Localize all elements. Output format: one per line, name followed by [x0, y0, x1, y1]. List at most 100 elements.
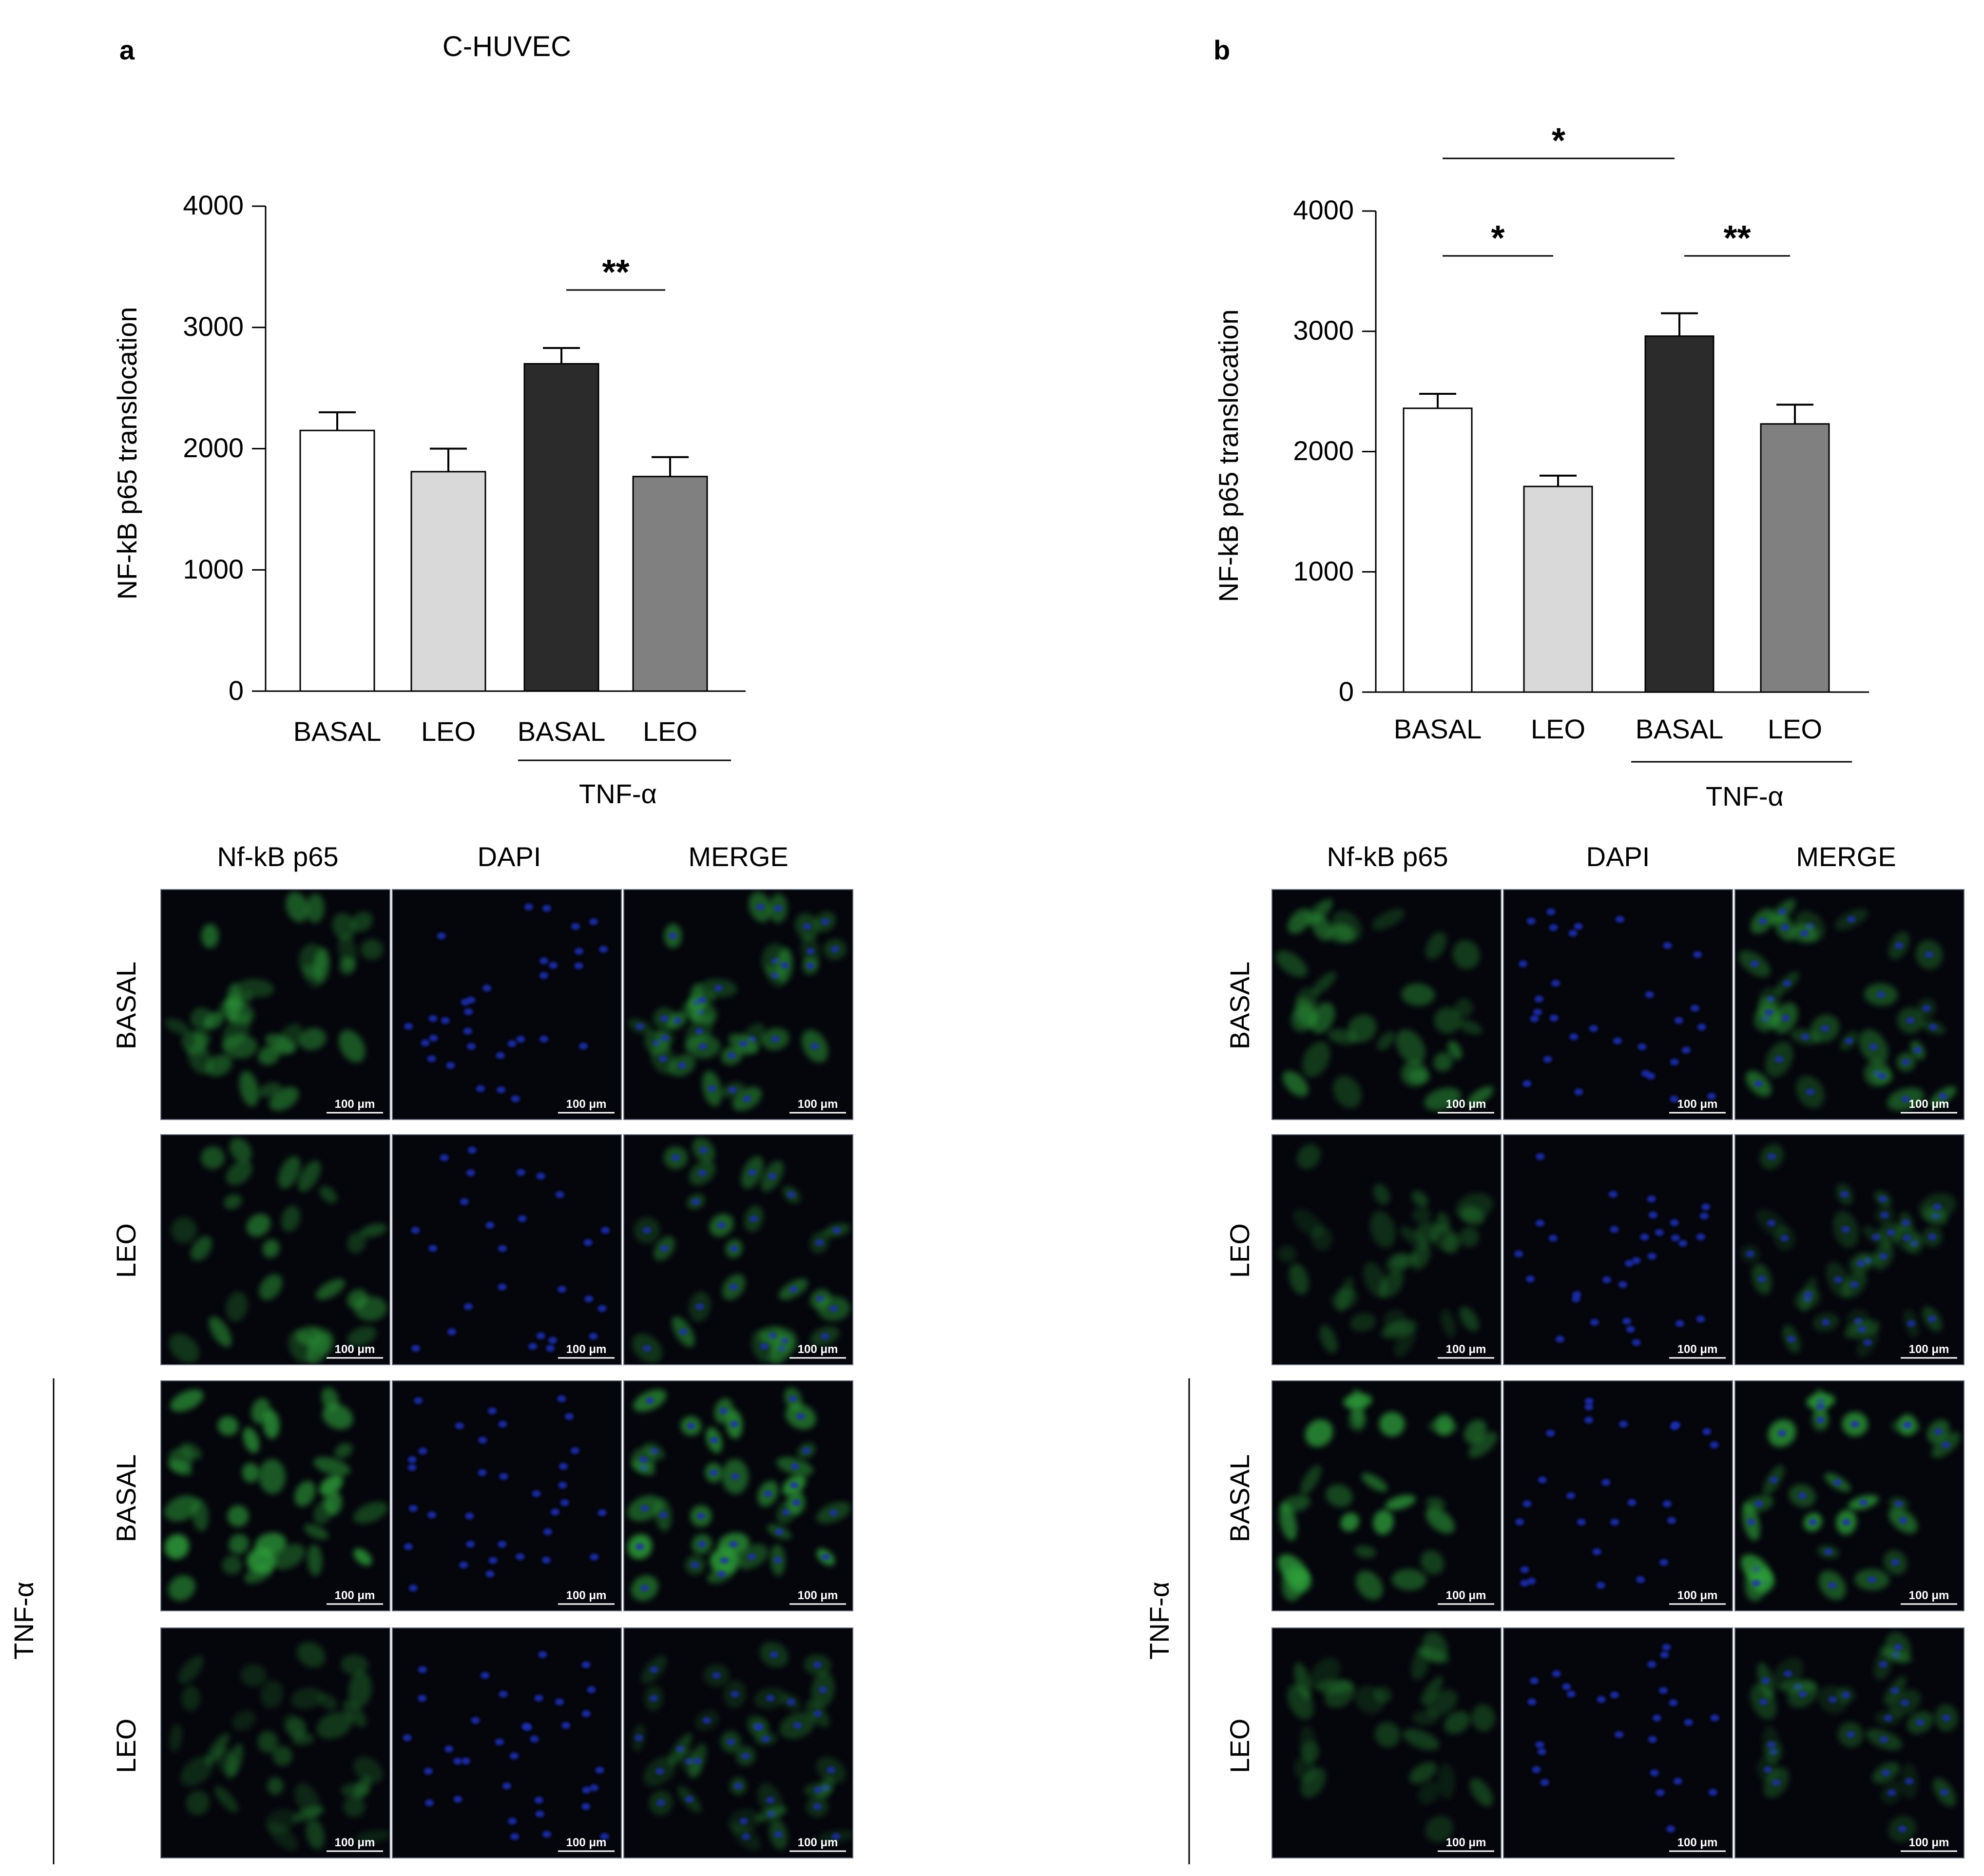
nfkb-cell [347, 1326, 377, 1347]
nfkb-cell [226, 1291, 248, 1322]
dapi-nucleus [733, 1782, 743, 1790]
dapi-nucleus [539, 1035, 549, 1043]
nfkb-cell [1420, 1676, 1444, 1705]
nfkb-cell [290, 1687, 324, 1709]
grid-a-row-tnf-basal: BASAL [111, 1454, 141, 1543]
dapi-nucleus [549, 962, 558, 969]
dapi-nucleus [1596, 1582, 1605, 1589]
nfkb-cell [1411, 1207, 1432, 1223]
dapi-nucleus [691, 1198, 700, 1205]
dapi-nucleus [697, 1541, 707, 1548]
nfkb-cell [1458, 1020, 1483, 1035]
dapi-nucleus [471, 1717, 480, 1724]
dapi-nucleus [1663, 942, 1672, 949]
dapi-nucleus [597, 1305, 607, 1312]
dapi-nucleus [1673, 1778, 1682, 1785]
dapi-nucleus [1898, 1825, 1907, 1833]
dapi-nucleus [1906, 1017, 1915, 1024]
dapi-nucleus [1592, 1548, 1601, 1555]
chart-a-ytick-2000: 2000 [183, 432, 244, 463]
dapi-nucleus [1645, 991, 1654, 998]
dapi-nucleus [1754, 1500, 1763, 1508]
dapi-nucleus [1780, 924, 1790, 931]
dapi-nucleus [1752, 1580, 1761, 1587]
dapi-nucleus [771, 1035, 780, 1043]
dapi-nucleus [1893, 1644, 1903, 1651]
dapi-nucleus [1530, 1015, 1539, 1023]
dapi-nucleus [557, 1286, 566, 1293]
grid-a-row-leo: LEO [111, 1223, 141, 1278]
chart-b-ytick-2000: 2000 [1293, 435, 1354, 466]
dapi-nucleus [583, 1239, 593, 1246]
dapi-nucleus [1534, 995, 1543, 1003]
dapi-nucleus [532, 1490, 541, 1497]
dapi-nucleus [1543, 1056, 1552, 1063]
nfkb-cell [1311, 1225, 1332, 1251]
nfkb-cell [1400, 1226, 1426, 1248]
nfkb-cell [243, 1427, 260, 1453]
dapi-nucleus [1800, 929, 1809, 937]
scale-bar-label: 100 μm [335, 1098, 375, 1111]
dapi-nucleus [1765, 1008, 1774, 1016]
dapi-nucleus [1903, 1421, 1912, 1429]
dapi-nucleus [1900, 1699, 1909, 1706]
dapi-nucleus [1841, 1691, 1850, 1699]
nfkb-cell [313, 1457, 350, 1476]
micrograph-background [392, 1135, 621, 1365]
dapi-nucleus [1940, 1789, 1949, 1796]
dapi-nucleus [1880, 1211, 1889, 1218]
micrograph-border [1271, 1380, 1502, 1611]
chart-b-bar-3 [1760, 423, 1830, 693]
grid-a-tile-r2-c0: 100 μm [160, 1380, 390, 1611]
dapi-nucleus [511, 1095, 520, 1102]
scale-bar-label: 100 μm [1909, 1836, 1949, 1849]
dapi-nucleus [453, 1758, 462, 1765]
dapi-nucleus [1774, 1056, 1784, 1063]
dapi-nucleus [782, 1509, 791, 1516]
nfkb-cell [262, 1239, 280, 1258]
dapi-nucleus [571, 923, 580, 930]
dapi-nucleus [1656, 1789, 1665, 1797]
dapi-nucleus [1610, 1519, 1619, 1526]
grid-a-row-tnf-leo: LEO [111, 1719, 141, 1773]
dapi-nucleus [1520, 1580, 1529, 1587]
dapi-nucleus [429, 1034, 438, 1042]
dapi-nucleus [1797, 1492, 1807, 1499]
dapi-nucleus [709, 1469, 718, 1476]
dapi-nucleus [806, 962, 815, 969]
dapi-nucleus [508, 1818, 517, 1825]
dapi-nucleus [542, 1831, 552, 1838]
nfkb-cell [1350, 1313, 1376, 1332]
dapi-nucleus [599, 946, 608, 953]
nfkb-cell [343, 1796, 366, 1818]
dapi-nucleus [1806, 1088, 1815, 1096]
dapi-nucleus [408, 1505, 418, 1512]
dapi-nucleus [1647, 1661, 1657, 1668]
scale-bar-label: 100 μm [1909, 1589, 1949, 1602]
dapi-nucleus [702, 1717, 712, 1724]
dapi-nucleus [818, 1686, 828, 1693]
dapi-nucleus [1777, 1430, 1787, 1437]
dapi-nucleus [1577, 1518, 1586, 1526]
dapi-nucleus [1648, 1736, 1657, 1743]
dapi-nucleus [1890, 1687, 1900, 1694]
nfkb-cell [272, 1544, 305, 1569]
dapi-nucleus [542, 905, 551, 912]
nfkb-cell [186, 1790, 210, 1816]
dapi-nucleus [1844, 1037, 1853, 1044]
dapi-nucleus [498, 1420, 507, 1428]
dapi-nucleus [1871, 1234, 1881, 1241]
dapi-nucleus [1610, 1691, 1619, 1699]
nfkb-cell [351, 911, 373, 932]
dapi-nucleus [830, 946, 840, 953]
dapi-nucleus [424, 1767, 433, 1775]
dapi-nucleus [1747, 1518, 1756, 1526]
dapi-nucleus [1901, 1219, 1910, 1226]
nfkb-cell [1363, 1261, 1388, 1298]
dapi-nucleus [1903, 1234, 1912, 1241]
nfkb-cell [307, 1544, 323, 1576]
micrograph-border [1503, 1380, 1733, 1611]
nfkb-cell [242, 1463, 260, 1483]
dapi-nucleus [754, 1723, 764, 1731]
dapi-nucleus [649, 1695, 658, 1702]
